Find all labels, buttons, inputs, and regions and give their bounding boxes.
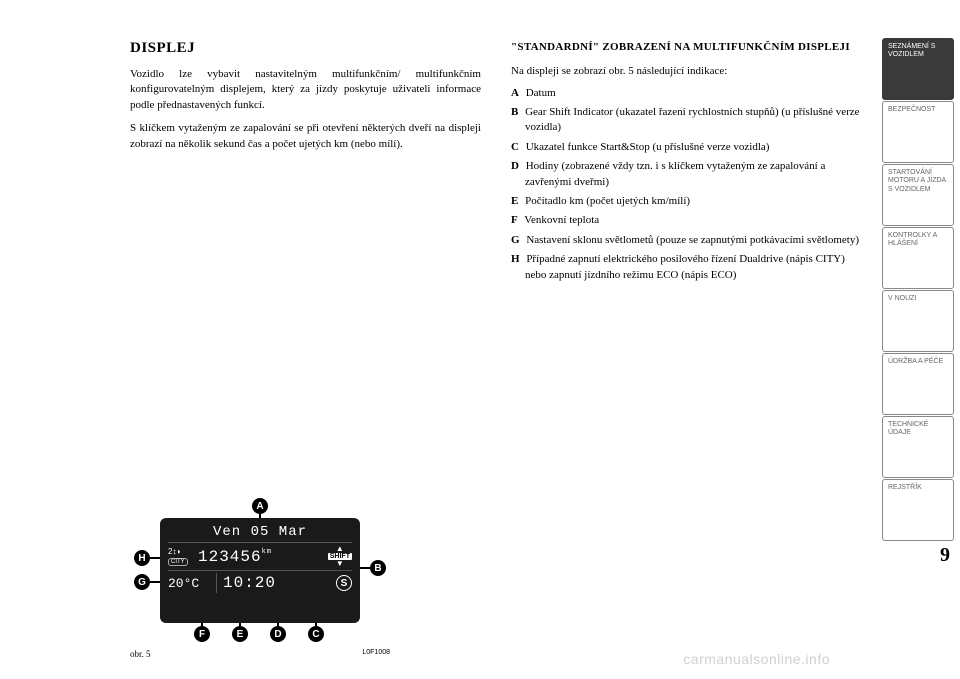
marker-f: F [194, 626, 210, 642]
clock: 10:20 [223, 574, 330, 592]
marker-c: C [308, 626, 324, 642]
list-item: B Gear Shift Indicator (ukazatel řazení … [511, 105, 862, 136]
list-item: D Hodiny (zobrazené vždy tzn. i s klíčke… [511, 159, 862, 190]
sidebar-tab[interactable]: ÚDRŽBA A PÉČE [882, 353, 954, 415]
figure-caption-row: obr. 5 L0F1008 [130, 649, 390, 659]
list-item-key: G [511, 234, 520, 246]
vehicle-display-screen: Ven 05 Mar 2↕◗ CITY 123456km [160, 518, 360, 623]
marker-b: B [370, 560, 386, 576]
paragraph: Vozidlo lze vybavit nastavitelným multif… [130, 67, 481, 113]
city-badge: CITY [168, 558, 188, 566]
sidebar-tab[interactable]: SEZNÁMENÍ S VOZIDLEM [882, 38, 954, 100]
list-intro: Na displeji se zobrazí obr. 5 následujíc… [511, 64, 862, 79]
display-date: Ven 05 Mar [168, 524, 352, 543]
list-item: E Počítadlo km (počet ujetých km/mílí) [511, 194, 862, 209]
content-area: DISPLEJ Vozidlo lze vybavit nastavitelný… [0, 0, 882, 679]
headlamp-level-icon: 2↕◗ [168, 548, 198, 556]
marker-e: E [232, 626, 248, 642]
outside-temp: 20°C [168, 576, 210, 591]
list-item: G Nastavení sklonu světlometů (pouze se … [511, 233, 862, 248]
list-item: C Ukazatel funkce Start&Stop (u příslušn… [511, 140, 862, 155]
sidebar-tab[interactable]: V NOUZI [882, 290, 954, 352]
sidebar-tabs: SEZNÁMENÍ S VOZIDLEMBEZPEČNOSTSTARTOVÁNÍ… [882, 0, 960, 679]
divider [216, 573, 217, 593]
figure-caption: obr. 5 [130, 649, 151, 659]
sidebar-tab[interactable]: KONTROLKY A HLÁŠENÍ [882, 227, 954, 289]
odometer-digits: 123456 [198, 548, 262, 566]
odometer-unit: km [262, 548, 272, 556]
shift-down-icon: ▼ [328, 560, 352, 568]
right-column: "STANDARDNÍ" ZOBRAZENÍ NA MULTIFUNKČNÍM … [511, 40, 862, 659]
marker-g: G [134, 574, 150, 590]
list-item-key: D [511, 160, 519, 172]
list-item: H Případné zapnutí elektrického posilové… [511, 252, 862, 283]
display-mode-block: 2↕◗ CITY [168, 548, 198, 566]
list-item: A Datum [511, 86, 862, 101]
section-heading: DISPLEJ [130, 40, 481, 57]
marker-h: H [134, 550, 150, 566]
display-diagram: A H G B F E D [130, 500, 390, 645]
shift-indicator: ▲ SHIFT ▼ [328, 545, 352, 568]
list-item-key: E [511, 195, 518, 207]
definition-list: A Datum B Gear Shift Indicator (ukazatel … [511, 86, 862, 283]
list-item-key: C [511, 141, 519, 153]
sidebar-tab[interactable]: BEZPEČNOST [882, 101, 954, 163]
display-mid-row: 2↕◗ CITY 123456km ▲ SHIFT ▼ [168, 543, 352, 571]
paragraph: S klíčkem vytaženým ze zapalování se při… [130, 121, 481, 152]
sidebar-tab[interactable]: TECHNICKÉ ÚDAJE [882, 416, 954, 478]
list-item-key: F [511, 214, 518, 226]
marker-a: A [252, 498, 268, 514]
figure-code: L0F1008 [362, 649, 390, 659]
marker-d: D [270, 626, 286, 642]
subsection-heading: "STANDARDNÍ" ZOBRAZENÍ NA MULTIFUNKČNÍM … [511, 40, 862, 54]
watermark: carmanualsonline.info [683, 651, 830, 667]
odometer-value: 123456km [198, 548, 328, 566]
page: DISPLEJ Vozidlo lze vybavit nastavitelný… [0, 0, 960, 679]
start-stop-icon: S [336, 575, 352, 591]
sidebar-tab[interactable]: REJSTŘÍK [882, 479, 954, 541]
shift-up-icon: ▲ [328, 545, 352, 553]
display-bottom-row: 20°C 10:20 S [168, 571, 352, 593]
list-item-key: A [511, 87, 519, 99]
list-item-key: B [511, 106, 518, 118]
left-column: DISPLEJ Vozidlo lze vybavit nastavitelný… [130, 40, 481, 659]
list-item: F Venkovní teplota [511, 213, 862, 228]
page-number: 9 [882, 544, 954, 567]
screen-inner: Ven 05 Mar 2↕◗ CITY 123456km [168, 524, 352, 617]
sidebar-tab[interactable]: STARTOVÁNÍ MOTORU A JÍZDA S VOZIDLEM [882, 164, 954, 226]
figure: A H G B F E D [130, 480, 481, 659]
list-item-key: H [511, 253, 520, 265]
